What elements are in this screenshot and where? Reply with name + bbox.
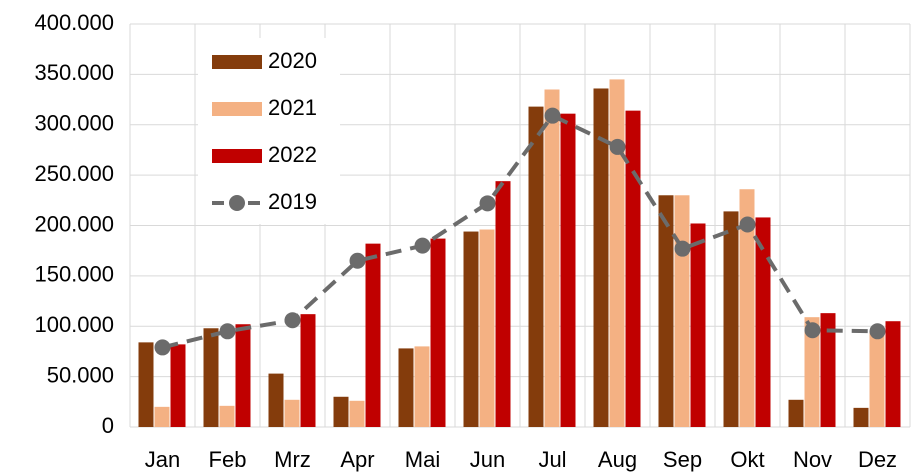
line-marker [739, 216, 756, 233]
bar [414, 346, 430, 427]
line-marker [544, 107, 561, 124]
bar [804, 317, 820, 427]
line-marker [609, 138, 626, 155]
y-tick-label: 250.000 [34, 161, 114, 186]
bar [593, 88, 609, 427]
line-marker [349, 252, 366, 269]
line-marker [284, 312, 301, 329]
bar [235, 324, 251, 427]
x-tick-label: Sep [663, 447, 702, 472]
bar [739, 189, 755, 427]
bar [170, 344, 186, 427]
bar [658, 195, 674, 427]
bar [333, 396, 349, 427]
y-tick-label: 150.000 [34, 262, 114, 287]
x-tick-label: Jan [145, 447, 180, 472]
legend-swatch [212, 102, 262, 116]
x-tick-label: Aug [598, 447, 637, 472]
bar [479, 229, 495, 427]
y-tick-label: 200.000 [34, 211, 114, 236]
bar [723, 211, 739, 427]
bar [349, 400, 365, 427]
x-tick-label: Okt [730, 447, 764, 472]
bar [495, 181, 511, 427]
x-tick-label: Jul [538, 447, 566, 472]
bar [203, 328, 219, 427]
bar [690, 223, 706, 427]
y-tick-label: 350.000 [34, 60, 114, 85]
line-marker [869, 323, 886, 340]
x-tick-label: Dez [858, 447, 897, 472]
line-marker [154, 339, 171, 356]
bar [560, 113, 576, 427]
x-tick-label: Nov [793, 447, 832, 472]
bar [820, 313, 836, 427]
bar [869, 331, 885, 427]
legend: 2020 2021 2022 2019 [198, 38, 340, 224]
x-tick-label: Feb [209, 447, 247, 472]
line-marker [804, 322, 821, 339]
bar [788, 399, 804, 427]
x-tick-label: Jun [470, 447, 505, 472]
legend-swatch [212, 149, 262, 163]
x-tick-label: Apr [340, 447, 374, 472]
bar [853, 407, 869, 427]
line-marker [674, 240, 691, 257]
bar [885, 321, 901, 427]
bar [300, 314, 316, 427]
bar [528, 106, 544, 428]
bar [154, 406, 170, 427]
bar [674, 195, 690, 427]
bar [430, 238, 446, 427]
y-tick-label: 300.000 [34, 111, 114, 136]
legend-label: 2022 [268, 142, 317, 167]
bar [284, 399, 300, 427]
bar [463, 231, 479, 427]
y-tick-label: 400.000 [34, 10, 114, 35]
bar [609, 79, 625, 427]
legend-marker [229, 195, 245, 211]
x-tick-label: Mai [405, 447, 440, 472]
bar [544, 89, 560, 428]
y-tick-label: 100.000 [34, 312, 114, 337]
bar [138, 342, 154, 427]
legend-label: 2020 [268, 48, 317, 73]
line [162, 113, 878, 350]
legend-label: 2021 [268, 95, 317, 120]
bar [219, 405, 235, 427]
line-marker [479, 195, 496, 212]
bar [398, 348, 414, 427]
line-marker [219, 323, 236, 340]
legend-label: 2019 [268, 189, 317, 214]
bar [755, 217, 771, 427]
bar [625, 110, 641, 428]
legend-swatch [212, 55, 262, 69]
y-tick-label: 0 [102, 413, 114, 438]
bar [365, 243, 381, 427]
y-tick-label: 50.000 [47, 362, 114, 387]
bar [268, 373, 284, 427]
line-marker [414, 237, 431, 254]
x-tick-label: Mrz [274, 447, 311, 472]
